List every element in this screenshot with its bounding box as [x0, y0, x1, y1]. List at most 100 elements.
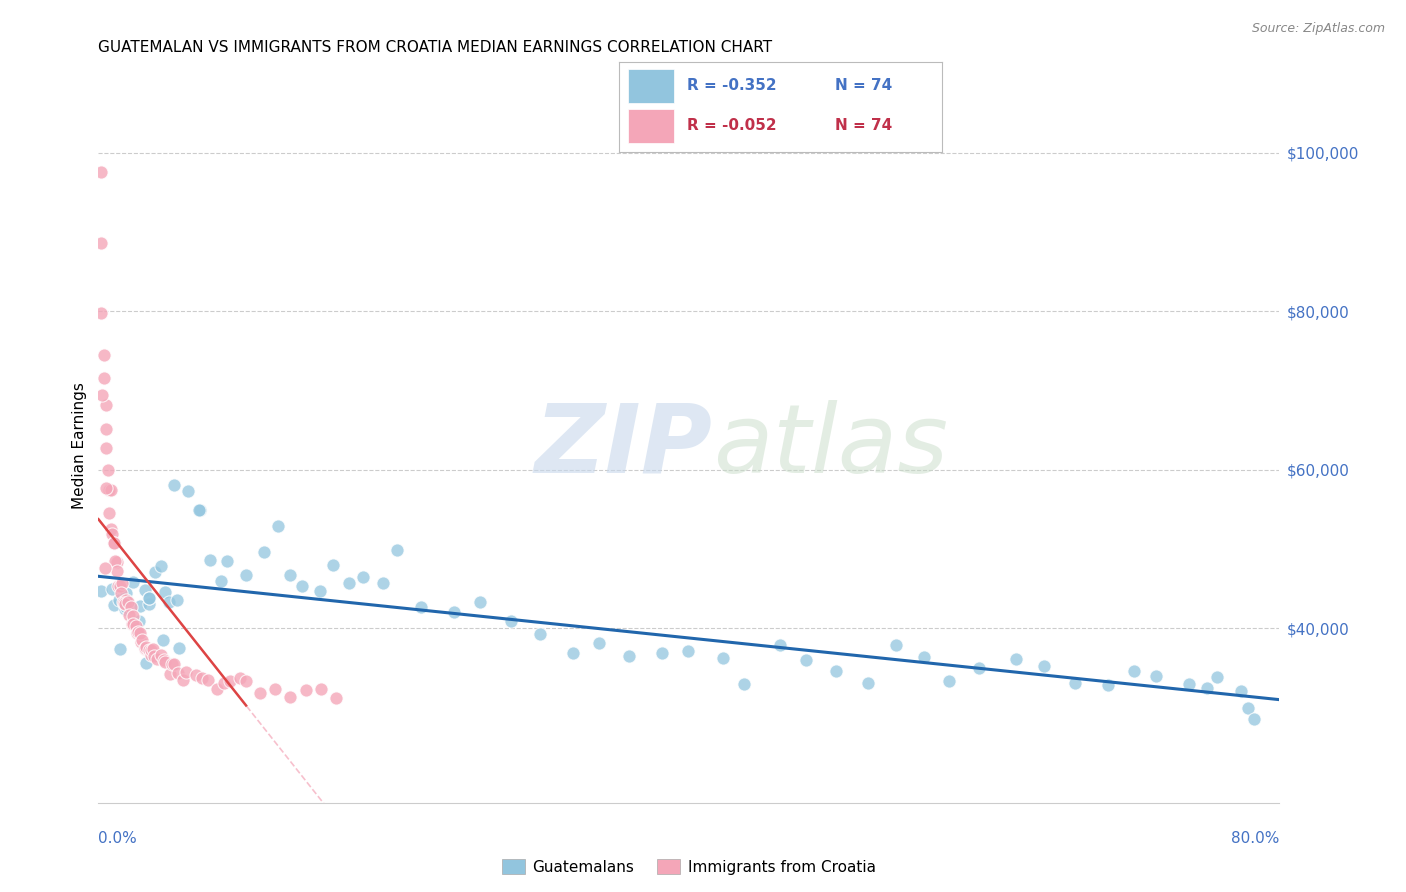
Point [311, 681, 333, 696]
Point [385, 543, 408, 558]
Point [94, 561, 117, 575]
Point [128, 626, 150, 640]
Point [138, 591, 160, 605]
Point [90, 165, 112, 179]
Text: Source: ZipAtlas.com: Source: ZipAtlas.com [1251, 22, 1385, 36]
Point [150, 558, 173, 573]
Point [1236, 700, 1258, 714]
Point [184, 668, 207, 682]
Text: GUATEMALAN VS IMMIGRANTS FROM CROATIA MEDIAN EARNINGS CORRELATION CHART: GUATEMALAN VS IMMIGRANTS FROM CROATIA ME… [98, 40, 772, 55]
Point [105, 564, 128, 578]
Point [969, 661, 991, 675]
Point [142, 641, 165, 656]
Point [139, 643, 162, 657]
Point [794, 652, 817, 666]
Point [93, 349, 115, 363]
Point [177, 483, 200, 498]
Point [115, 586, 138, 600]
Point [163, 657, 186, 671]
Point [122, 609, 145, 624]
Text: N = 74: N = 74 [835, 78, 893, 93]
Point [143, 565, 166, 579]
Point [98, 483, 121, 498]
Point [138, 597, 160, 611]
Point [769, 639, 792, 653]
Text: N = 74: N = 74 [835, 119, 893, 133]
Point [188, 503, 211, 517]
Point [162, 657, 184, 671]
Point [676, 644, 699, 658]
Point [529, 626, 551, 640]
Point [352, 569, 374, 583]
Point [107, 579, 129, 593]
Point [325, 690, 347, 705]
Point [142, 648, 165, 663]
Point [172, 673, 194, 687]
Point [371, 575, 394, 590]
Point [219, 674, 242, 689]
Point [134, 642, 156, 657]
Point [409, 600, 432, 615]
Point [561, 646, 583, 660]
Point [103, 598, 125, 612]
Point [117, 595, 139, 609]
Point [291, 579, 314, 593]
Y-axis label: Median Earnings: Median Earnings [72, 383, 87, 509]
Point [111, 575, 134, 590]
Point [198, 553, 221, 567]
Point [166, 592, 188, 607]
Point [121, 616, 143, 631]
Point [235, 568, 257, 582]
Point [187, 503, 209, 517]
Point [588, 636, 610, 650]
Point [1229, 683, 1251, 698]
Point [1032, 659, 1054, 673]
Point [468, 595, 491, 609]
Point [107, 593, 129, 607]
Text: R = -0.052: R = -0.052 [686, 119, 776, 133]
Point [114, 597, 136, 611]
Point [651, 646, 673, 660]
Point [97, 463, 120, 477]
Point [100, 483, 122, 498]
Point [100, 523, 122, 537]
Point [191, 671, 214, 685]
Point [337, 575, 360, 590]
Point [110, 642, 132, 657]
Point [94, 422, 117, 436]
Point [121, 616, 143, 631]
Point [135, 640, 157, 654]
Point [159, 667, 181, 681]
Point [235, 673, 257, 688]
Point [125, 619, 148, 633]
Point [322, 558, 344, 573]
Point [135, 656, 157, 670]
Point [138, 643, 160, 657]
Text: 0.0%: 0.0% [98, 831, 138, 846]
Point [253, 545, 276, 559]
Point [205, 681, 228, 696]
Point [215, 554, 238, 568]
Point [146, 651, 169, 665]
Point [111, 595, 134, 609]
Point [118, 608, 141, 623]
Point [856, 676, 879, 690]
Point [128, 599, 150, 613]
Point [94, 441, 117, 455]
Point [197, 673, 219, 688]
Point [94, 398, 117, 412]
Point [501, 614, 523, 628]
Point [153, 652, 176, 666]
Point [90, 388, 112, 402]
Point [1195, 681, 1218, 695]
Point [117, 598, 139, 612]
Point [443, 605, 465, 619]
Point [115, 599, 138, 614]
Point [128, 614, 150, 628]
Point [134, 582, 156, 597]
Point [141, 648, 163, 663]
Point [155, 585, 177, 599]
Point [121, 574, 143, 589]
Point [619, 649, 641, 664]
Point [938, 674, 960, 689]
